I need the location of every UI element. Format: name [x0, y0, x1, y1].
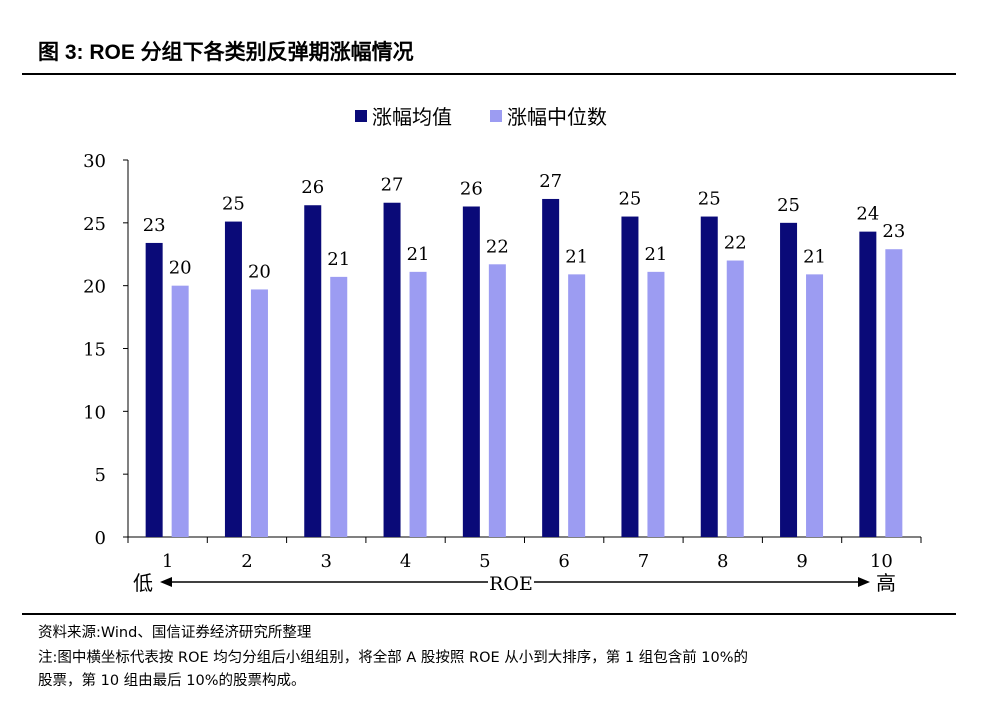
data-label: 23 — [882, 221, 905, 242]
bar-mean — [224, 221, 242, 537]
data-label: 20 — [248, 261, 271, 282]
bar-median — [806, 274, 824, 537]
bar-mean — [145, 242, 163, 537]
data-label: 21 — [327, 249, 350, 270]
x-high-label: 高 — [876, 571, 896, 595]
footer-rule — [22, 613, 956, 615]
y-tick-label: 0 — [95, 528, 106, 549]
x-axis-title: ROE — [489, 573, 533, 595]
data-label: 22 — [486, 236, 509, 257]
bar-median — [171, 285, 189, 537]
bar-median — [885, 249, 903, 537]
bar-median — [647, 271, 665, 537]
y-tick-label: 30 — [83, 151, 106, 172]
legend-label: 涨幅均值 — [372, 105, 452, 129]
legend-label: 涨幅中位数 — [507, 105, 607, 129]
y-tick-label: 25 — [83, 214, 106, 235]
arrow-right-icon — [858, 577, 870, 587]
figure-title: 图 3: ROE 分组下各类别反弹期涨幅情况 — [38, 41, 414, 64]
data-label: 20 — [169, 258, 192, 279]
legend-swatch — [490, 110, 502, 122]
footnote-line1: 注:图中横坐标代表按 ROE 均匀分组后小组组别，将全部 A 股按照 ROE 从… — [38, 650, 749, 666]
x-tick-label: 1 — [162, 551, 173, 572]
bar-mean — [780, 222, 798, 538]
x-tick-label: 9 — [796, 551, 807, 572]
data-label: 21 — [407, 244, 430, 265]
bar-mean — [700, 216, 718, 538]
data-label: 27 — [381, 175, 404, 196]
x-tick-label: 6 — [558, 551, 569, 572]
x-tick-label: 10 — [870, 551, 893, 572]
bar-median — [568, 274, 586, 537]
x-tick-label: 3 — [321, 551, 332, 572]
title-rule — [22, 73, 956, 75]
data-label: 27 — [539, 171, 562, 192]
x-tick-label: 7 — [638, 551, 649, 572]
x-tick-label: 8 — [717, 551, 728, 572]
bar-mean — [621, 216, 639, 538]
data-label: 25 — [777, 195, 800, 216]
source-note: 资料来源:Wind、国信证券经济研究所整理 — [38, 625, 312, 641]
x-tick-label: 4 — [400, 551, 411, 572]
data-label: 26 — [301, 177, 324, 198]
data-label: 25 — [698, 189, 721, 210]
legend-swatch — [355, 110, 367, 122]
data-label: 22 — [724, 233, 747, 254]
y-tick-label: 20 — [83, 277, 106, 298]
arrow-left-icon — [160, 577, 172, 587]
y-tick-label: 5 — [95, 465, 106, 486]
bar-mean — [859, 231, 877, 537]
bar-mean — [542, 198, 560, 537]
data-label: 26 — [460, 178, 483, 199]
bar-mean — [462, 206, 480, 537]
bar-median — [726, 260, 744, 537]
footnote-line2: 股票，第 10 组由最后 10%的股票构成。 — [38, 673, 306, 689]
data-label: 21 — [644, 244, 667, 265]
y-tick-label: 10 — [83, 402, 106, 423]
data-label: 25 — [222, 194, 245, 215]
bar-median — [250, 289, 268, 537]
bar-mean — [304, 205, 322, 538]
data-label: 21 — [803, 246, 826, 267]
data-label: 21 — [565, 246, 588, 267]
bar-median — [409, 271, 427, 537]
data-label: 25 — [618, 189, 641, 210]
data-label: 24 — [856, 204, 879, 225]
data-label: 23 — [143, 215, 166, 236]
x-low-label: 低 — [133, 571, 153, 595]
bar-median — [330, 276, 348, 537]
y-tick-label: 15 — [83, 340, 106, 361]
x-tick-label: 2 — [241, 551, 252, 572]
x-tick-label: 5 — [479, 551, 490, 572]
bar-median — [488, 264, 506, 537]
bar-mean — [383, 202, 401, 537]
